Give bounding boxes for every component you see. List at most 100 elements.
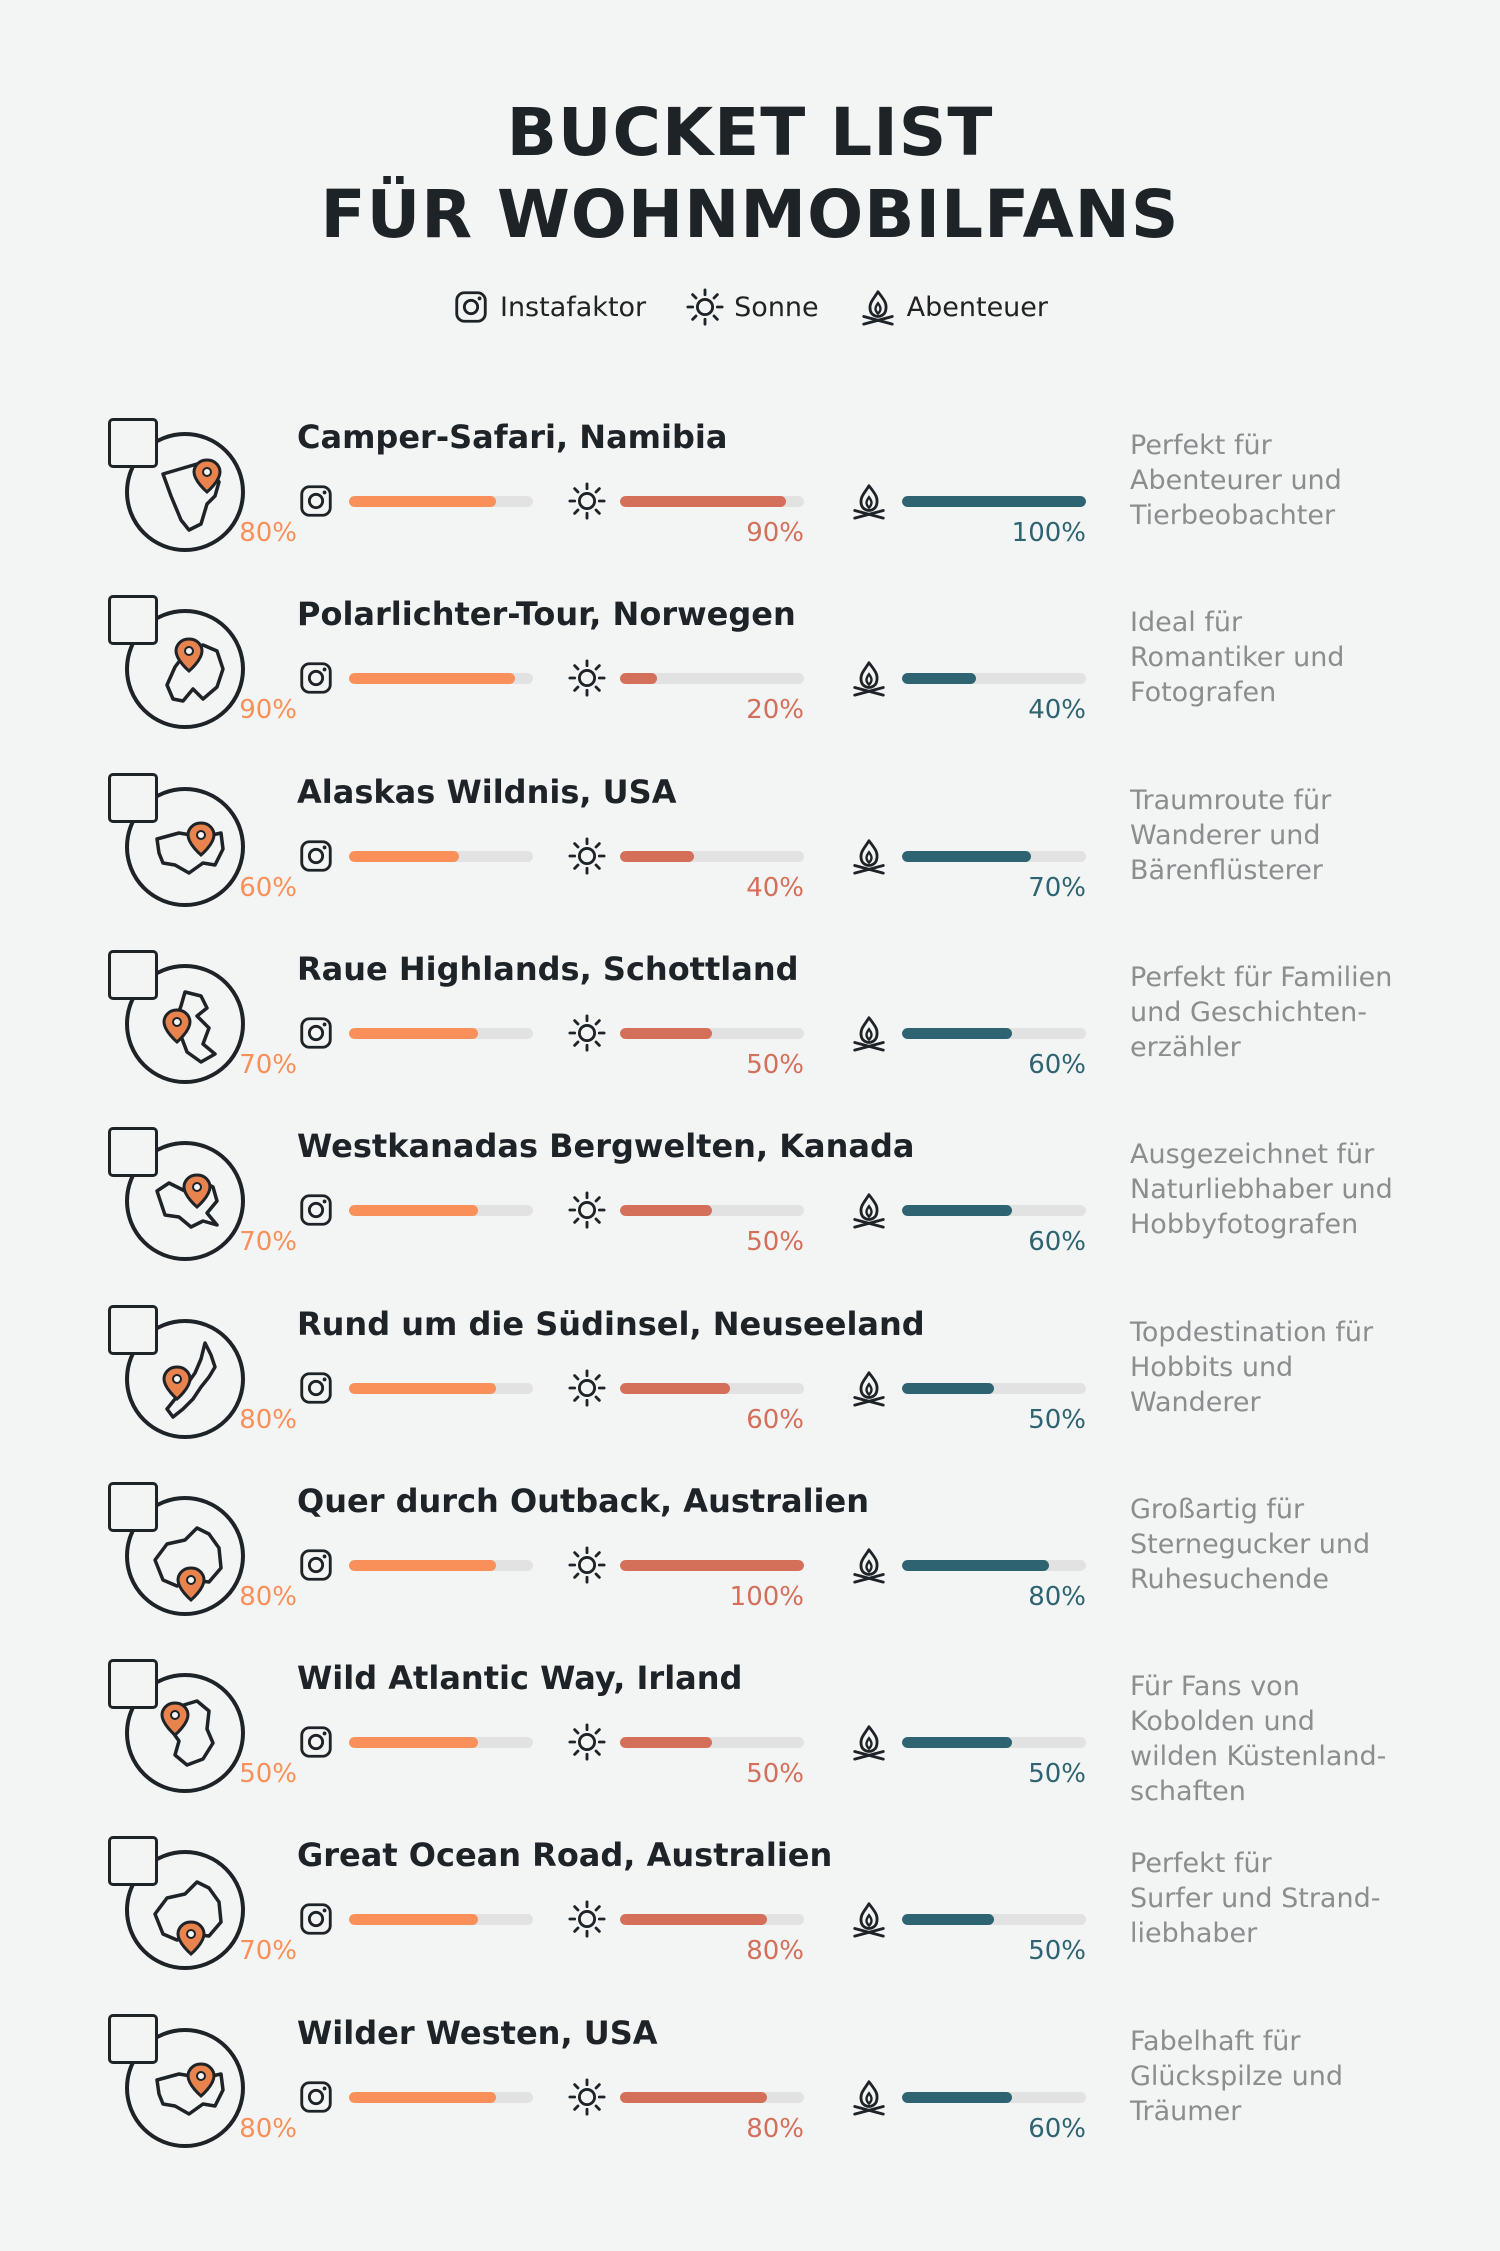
instafaktor-value: 70% (239, 1227, 297, 1258)
instagram-icon (300, 662, 332, 694)
instafaktor-bar (349, 1559, 533, 1571)
destination-name: Polarlichter-Tour, Norwegen (297, 595, 796, 634)
new-zealand-map-icon (125, 1318, 245, 1439)
destination-name: Wild Atlantic Way, Irland (297, 1659, 743, 1698)
description-line: Naturliebhaber und (1130, 1174, 1393, 1206)
campfire-icon (853, 1016, 885, 1052)
map-badge (105, 1299, 255, 1449)
sonne-bar (620, 1382, 804, 1394)
instagram-icon (300, 485, 332, 517)
sun-icon (568, 1368, 606, 1407)
description-line: Ruhesuchende (1130, 1563, 1329, 1595)
abenteuer-bar-fill (902, 1737, 1013, 1749)
bucket-checkbox[interactable] (108, 772, 158, 823)
map-badge (105, 767, 255, 917)
instafaktor-bar (349, 1914, 533, 1926)
instafaktor-bar-fill (349, 1914, 478, 1926)
bucket-checkbox[interactable] (108, 1304, 158, 1355)
destination-name: Great Ocean Road, Australien (297, 1836, 833, 1875)
sonne-bar-fill (620, 1737, 712, 1749)
bucket-checkbox[interactable] (108, 1481, 158, 1532)
destination-row-7: Quer durch Outback, Australien 80% 100% … (0, 1476, 1500, 1653)
sonne-value: 20% (746, 695, 804, 726)
abenteuer-bar (902, 673, 1086, 685)
sun-icon (568, 659, 606, 697)
description-line: Ideal für (1130, 607, 1243, 639)
bucket-checkbox[interactable] (108, 1659, 158, 1710)
destination-name: Camper-Safari, Namibia (297, 418, 728, 456)
namibia-map-icon (125, 432, 245, 552)
sonne-bar (620, 1027, 804, 1039)
instafaktor-value: 70% (239, 1936, 297, 1967)
bucket-checkbox[interactable] (108, 1836, 158, 1887)
description-line: Topdestination für (1130, 1316, 1374, 1348)
instafaktor-bar-fill (349, 673, 515, 685)
description-line: Ausgezeichnet für (1130, 1139, 1375, 1171)
destination-row-6: Rund um die Südinsel, Neuseeland 80% 60%… (0, 1299, 1500, 1476)
instafaktor-value: 50% (239, 1759, 297, 1790)
bucket-checkbox[interactable] (108, 949, 158, 1000)
instafaktor-bar-fill (349, 2091, 497, 2103)
instafaktor-value: 80% (239, 2113, 297, 2144)
destination-description: Perfekt für Familien und Geschichten-erzä… (1130, 960, 1460, 1065)
abenteuer-bar-fill (902, 1559, 1050, 1571)
abenteuer-value: 60% (1028, 1049, 1086, 1080)
instagram-icon (300, 839, 332, 872)
description-line: Fabelhaft für (1130, 2025, 1301, 2057)
sun-icon (568, 1546, 606, 1584)
sonne-value: 50% (746, 1049, 804, 1080)
abenteuer-value: 70% (1028, 872, 1086, 903)
description-line: Kobolden und (1130, 1706, 1315, 1738)
abenteuer-bar (902, 1205, 1086, 1217)
instagram-icon (300, 1194, 332, 1226)
description-line: Sternegucker und (1130, 1528, 1371, 1560)
sonne-value: 50% (746, 1759, 804, 1790)
instafaktor-value: 80% (239, 1404, 297, 1435)
description-line: Glückspilze und (1130, 2060, 1343, 2092)
destination-row-5: Westkanadas Bergwelten, Kanada 70% 50% 6… (0, 1121, 1500, 1298)
destination-description: Ausgezeichnet für Naturliebhaber und Hobby… (1130, 1137, 1460, 1242)
description-line: Fotografen (1130, 677, 1277, 709)
sonne-value: 80% (746, 1936, 804, 1967)
destination-description: Für Fans von Kobolden und wilden Küstenlan… (1130, 1669, 1460, 1809)
abenteuer-bar (902, 1914, 1086, 1926)
bucket-checkbox[interactable] (108, 418, 158, 468)
bucket-checkbox[interactable] (108, 595, 158, 646)
abenteuer-value: 50% (1028, 1759, 1086, 1790)
sun-icon (568, 1723, 606, 1761)
title-line-2: FÜR WOHNMOBILFANS (320, 176, 1180, 253)
bucket-checkbox[interactable] (108, 2013, 158, 2064)
abenteuer-value: 60% (1028, 1227, 1086, 1258)
instafaktor-bar-fill (349, 850, 460, 862)
description-line: Perfekt für Familien (1130, 961, 1393, 993)
instagram-icon (300, 1903, 332, 1936)
campfire-icon (861, 290, 894, 326)
destination-name: Westkanadas Bergwelten, Kanada (297, 1127, 915, 1166)
legend-item-abenteuer: Abenteuer (859, 288, 1048, 326)
sonne-bar-fill (620, 1205, 712, 1217)
abenteuer-bar-fill (902, 1914, 994, 1926)
instafaktor-value: 90% (239, 695, 297, 726)
campfire-icon (853, 484, 885, 520)
legend: Instafaktor Sonne Abenteuer (0, 288, 1500, 326)
sonne-value: 100% (729, 1581, 804, 1612)
description-line: Tierbeobachter (1130, 500, 1336, 531)
instafaktor-value: 80% (239, 1581, 297, 1612)
abenteuer-value: 80% (1028, 1581, 1086, 1612)
sonne-bar (620, 1205, 804, 1217)
description-line: Perfekt für (1130, 430, 1272, 461)
abenteuer-value: 50% (1028, 1936, 1086, 1967)
abenteuer-value: 50% (1028, 1404, 1086, 1435)
sonne-bar-fill (620, 1027, 712, 1039)
destination-row-2: Polarlichter-Tour, Norwegen 90% 20% 40% … (0, 589, 1500, 766)
campfire-icon (853, 2080, 885, 2116)
description-line: Wanderer (1130, 1386, 1261, 1418)
destination-description: Perfekt für Surfer und Strand-liebhaber (1130, 1846, 1460, 1951)
sun-icon (568, 1014, 606, 1052)
map-badge (105, 2008, 255, 2158)
sonne-bar (620, 2091, 804, 2103)
map-badge (105, 944, 255, 1094)
abenteuer-bar (902, 1559, 1086, 1571)
bucket-checkbox[interactable] (108, 1127, 158, 1178)
abenteuer-bar-fill (902, 673, 976, 685)
